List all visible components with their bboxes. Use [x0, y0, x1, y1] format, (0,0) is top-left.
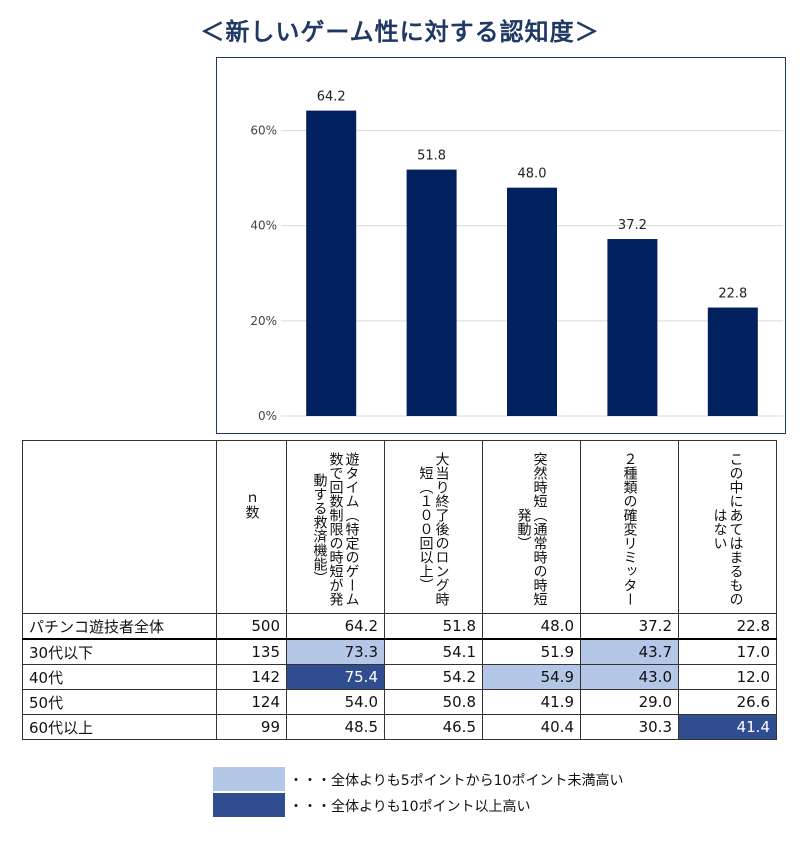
row-label: 30代以下: [22, 638, 217, 665]
bar: [306, 110, 357, 416]
row-label: 50代: [22, 689, 217, 715]
bar: [406, 169, 457, 416]
header-col-5: この中にあてはまるものはない: [678, 440, 777, 614]
table-row: 40代 142 75.4 54.2 54.9 43.0 12.0: [22, 664, 777, 690]
table-body: パチンコ遊技者全体 500 64.2 51.8 48.0 37.2 22.8 30代以下 135…: [22, 613, 777, 740]
header-col-label: 遊タイム（特定のゲーム数で回数制限の時短が発動する救済機能）: [311, 452, 360, 606]
table-cell: 51.8: [384, 613, 483, 640]
bar: [507, 187, 557, 416]
row-n: 500: [216, 613, 287, 640]
bar-chart: 0% 20% 40% 60% 64.2 51.8 48.0 37.2 22.8: [216, 57, 786, 434]
header-col-2: 大当り終了後のロング時短（１００回以上）: [384, 440, 483, 614]
table-cell: 43.0: [580, 664, 679, 690]
legend-swatch-dark: [213, 793, 285, 817]
table-cell: 48.0: [482, 613, 581, 640]
header-col-label: この中にあてはまるものはない: [711, 452, 744, 606]
y-tick-label: 20%: [250, 314, 277, 328]
row-label: パチンコ遊技者全体: [22, 613, 217, 640]
table-cell: 64.2: [286, 613, 385, 640]
table-cell: 73.3: [286, 638, 385, 665]
header-col-label: 大当り終了後のロング時短（１００回以上）: [417, 452, 450, 606]
bar-value-label: 37.2: [618, 218, 647, 233]
table-cell: 12.0: [678, 664, 777, 690]
bar-value-label: 22.8: [718, 287, 747, 302]
table-cell: 48.5: [286, 714, 385, 740]
table-cell: 46.5: [384, 714, 483, 740]
bar-value-label: 51.8: [417, 149, 446, 164]
table-cell: 30.3: [580, 714, 679, 740]
table-row: パチンコ遊技者全体 500 64.2 51.8 48.0 37.2 22.8: [22, 613, 777, 640]
row-label: 40代: [22, 664, 217, 690]
table-cell: 75.4: [286, 664, 385, 690]
header-col-3: 突然時短（通常時の時短発動）: [482, 440, 581, 614]
row-n: 99: [216, 714, 287, 740]
header-col-label: ２種類の確変リミッター: [621, 452, 638, 606]
chart-svg: 0% 20% 40% 60% 64.2 51.8 48.0 37.2 22.8: [250, 90, 783, 423]
table-cell: 41.4: [678, 714, 777, 740]
table-cell: 37.2: [580, 613, 679, 640]
legend-text-light: ・・・全体よりも5ポイントから10ポイント未満高い: [289, 773, 624, 789]
table-cell: 41.9: [482, 689, 581, 715]
table-cell: 54.1: [384, 638, 483, 665]
y-tick-label: 40%: [250, 219, 277, 233]
data-table: ｎ数 遊タイム（特定のゲーム数で回数制限の時短が発動する救済機能） 大当り終了後…: [22, 440, 777, 740]
row-label: 60代以上: [22, 714, 217, 740]
table-cell: 40.4: [482, 714, 581, 740]
table-header-row: ｎ数 遊タイム（特定のゲーム数で回数制限の時短が発動する救済機能） 大当り終了後…: [22, 440, 777, 614]
header-col-label: 突然時短（通常時の時短発動）: [515, 452, 548, 606]
y-tick-label: 0%: [258, 409, 277, 423]
table-cell: 54.9: [482, 664, 581, 690]
table-cell: 50.8: [384, 689, 483, 715]
table-cell: 51.9: [482, 638, 581, 665]
table-cell: 43.7: [580, 638, 679, 665]
table-cell: 22.8: [678, 613, 777, 640]
legend-text-dark: ・・・全体よりも10ポイント以上高い: [289, 799, 531, 815]
row-n: 142: [216, 664, 287, 690]
row-n: 124: [216, 689, 287, 715]
bar: [607, 239, 658, 416]
legend-swatch-light: [213, 767, 285, 791]
table-row: 30代以下 135 73.3 54.1 51.9 43.7 17.0: [22, 638, 777, 665]
table-cell: 17.0: [678, 638, 777, 665]
header-n-label: ｎ数: [243, 491, 260, 519]
table-cell: 29.0: [580, 689, 679, 715]
header-blank: [22, 440, 217, 614]
table-cell: 54.2: [384, 664, 483, 690]
row-n: 135: [216, 638, 287, 665]
table-cell: 26.6: [678, 689, 777, 715]
table-cell: 54.0: [286, 689, 385, 715]
bar-value-label: 64.2: [317, 90, 346, 105]
page-title: ＜新しいゲーム性に対する認知度＞: [200, 18, 600, 46]
bar: [707, 307, 758, 416]
table-row: 50代 124 54.0 50.8 41.9 29.0 26.6: [22, 689, 777, 715]
y-tick-label: 60%: [250, 124, 277, 138]
header-n: ｎ数: [216, 440, 287, 614]
bar-value-label: 48.0: [518, 167, 547, 182]
header-col-1: 遊タイム（特定のゲーム数で回数制限の時短が発動する救済機能）: [286, 440, 385, 614]
header-col-4: ２種類の確変リミッター: [580, 440, 679, 614]
table-row: 60代以上 99 48.5 46.5 40.4 30.3 41.4: [22, 714, 777, 740]
